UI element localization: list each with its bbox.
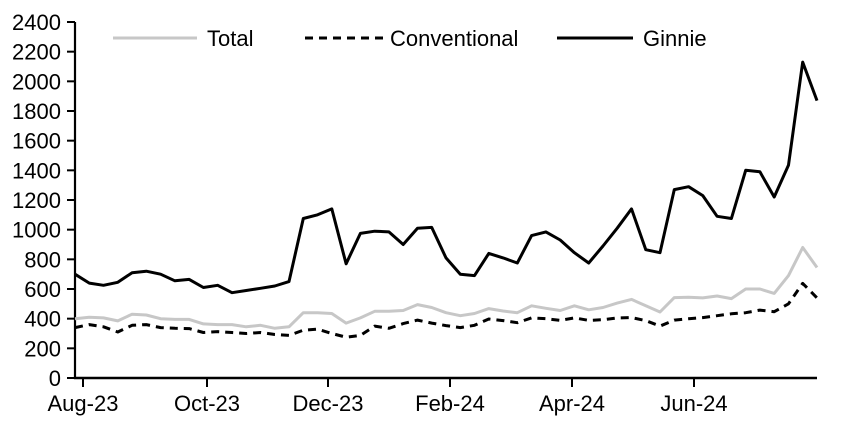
y-axis-tick-label: 2400: [12, 10, 61, 35]
x-axis-tick-label: Oct-23: [174, 391, 240, 416]
y-axis-tick-label: 600: [24, 277, 61, 302]
conventional-series-line: [74, 281, 819, 339]
total-series-line: [74, 246, 819, 330]
y-axis-tick-label: 200: [24, 336, 61, 361]
y-axis-tick-label: 2200: [12, 40, 61, 65]
x-axis-tick-label: Dec-23: [293, 391, 364, 416]
x-axis-tick-label: Jun-24: [660, 391, 727, 416]
y-axis-tick-label: 1800: [12, 99, 61, 124]
legend-label-ginnie: Ginnie: [643, 26, 707, 51]
legend-label-conventional: Conventional: [390, 26, 518, 51]
y-axis-tick-label: 1600: [12, 129, 61, 154]
x-axis-tick-label: Aug-23: [48, 391, 119, 416]
y-axis-tick-label: 1000: [12, 218, 61, 243]
y-axis-tick-label: 2000: [12, 69, 61, 94]
y-axis-tick-label: 400: [24, 307, 61, 332]
x-axis-tick-label: Apr-24: [539, 391, 605, 416]
y-axis-tick-label: 0: [49, 366, 61, 391]
legend-label-total: Total: [207, 26, 253, 51]
ginnie-series-line: [74, 60, 819, 295]
y-axis-tick-label: 800: [24, 247, 61, 272]
y-axis-tick-label: 1400: [12, 158, 61, 183]
y-axis-tick-label: 1200: [12, 188, 61, 213]
x-axis-tick-label: Feb-24: [415, 391, 485, 416]
